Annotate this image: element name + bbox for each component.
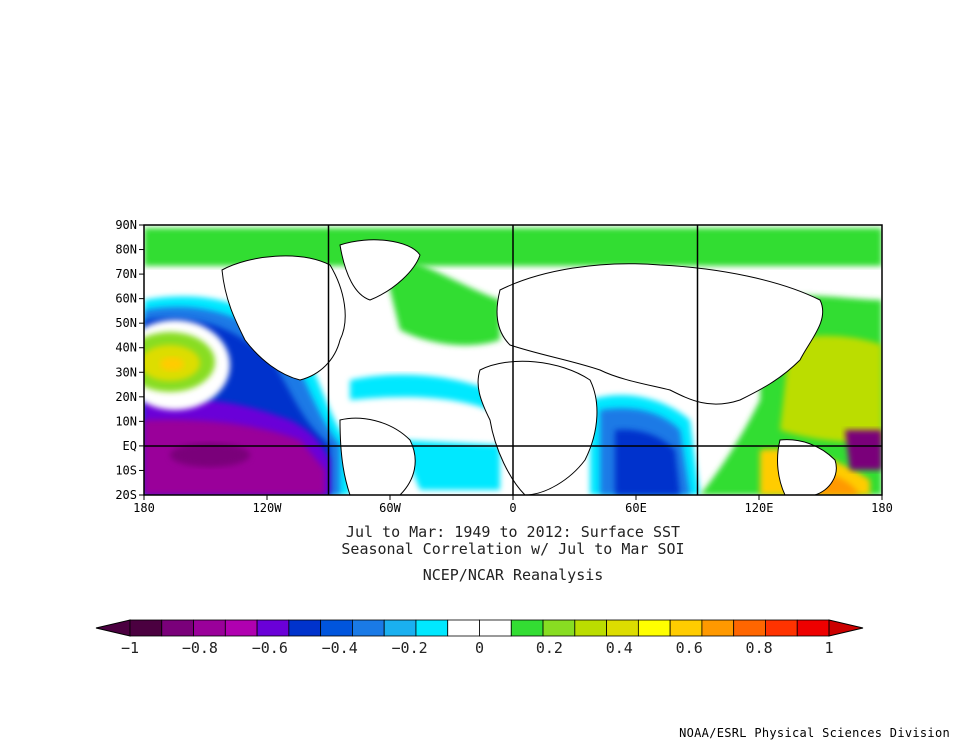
- colorbar-swatch: [256, 619, 290, 637]
- contour-satl-neg: [400, 440, 500, 490]
- maritime-continent-landmass: [777, 439, 837, 495]
- africa-landmass: [477, 360, 598, 495]
- lon-tick-label: 0: [509, 501, 516, 515]
- colorbar-swatch: [733, 619, 766, 637]
- contour-natl-pos: [380, 250, 500, 346]
- colorbar-under-arrow: [95, 619, 131, 637]
- colorbar-tick-label: −0.6: [252, 639, 288, 657]
- lat-tick-label: 20S: [115, 488, 137, 502]
- colorbar-swatch: [669, 619, 703, 637]
- colorbar-swatch: [637, 619, 671, 637]
- lat-tick-label: 40N: [115, 341, 137, 355]
- greenland-landmass: [339, 239, 421, 301]
- lat-tick-label: 10S: [115, 463, 137, 477]
- correlation-field: [144, 228, 882, 495]
- contour-pos-0.6: [160, 357, 184, 371]
- colorbar-swatch: [161, 619, 194, 637]
- colorbar-tick-label: 0.2: [536, 639, 563, 657]
- colorbar-swatch: [288, 619, 322, 637]
- lat-tick-label: 90N: [115, 218, 137, 232]
- colorbar-swatch: [415, 619, 449, 637]
- longitude-axis: 180 120W 60W 0 60E 120E 180: [133, 495, 893, 515]
- colorbar-tick-label: −0.2: [392, 639, 428, 657]
- colorbar-swatch: [447, 619, 480, 637]
- lat-tick-label: 50N: [115, 316, 137, 330]
- lon-tick-label: 120E: [745, 501, 774, 515]
- colorbar-swatch: [510, 619, 544, 637]
- map-panel: [143, 224, 883, 496]
- colorbar-tick-label: 0.6: [676, 639, 703, 657]
- colorbar-swatch: [193, 619, 226, 637]
- contour-atl-neg: [350, 374, 490, 410]
- colorbar-tick-label: 0.4: [606, 639, 633, 657]
- contour-neg-0.8: [170, 443, 250, 467]
- lat-tick-label: EQ: [123, 439, 137, 453]
- colorbar-tick-label: −0.8: [182, 639, 218, 657]
- lon-tick-label: 60W: [379, 501, 401, 515]
- lat-tick-label: 20N: [115, 390, 137, 404]
- lat-tick-label: 30N: [115, 365, 137, 379]
- colorbar-swatch: [320, 619, 353, 637]
- chart-subtitle: NCEP/NCAR Reanalysis: [423, 566, 604, 584]
- contour-dateline-neg: [845, 430, 882, 470]
- colorbar-swatch: [542, 619, 576, 637]
- colorbar-tick-labels: −1 −0.8 −0.6 −0.4 −0.2 0 0.2 0.4 0.6 0.8 1: [121, 639, 834, 657]
- chart-title-line1: Jul to Mar: 1949 to 2012: Surface SST: [346, 523, 680, 541]
- colorbar: [95, 619, 864, 637]
- colorbar-swatch: [765, 619, 798, 637]
- colorbar-tick-label: 0.8: [746, 639, 773, 657]
- lat-tick-label: 70N: [115, 267, 137, 281]
- colorbar-swatch: [796, 619, 830, 637]
- chart-title-line2: Seasonal Correlation w/ Jul to Mar SOI: [341, 540, 684, 558]
- colorbar-swatch: [701, 619, 735, 637]
- colorbar-swatch: [479, 619, 512, 637]
- colorbar-swatch: [352, 619, 385, 637]
- lat-tick-label: 10N: [115, 414, 137, 428]
- lat-tick-label: 80N: [115, 243, 137, 257]
- colorbar-swatch: [574, 619, 607, 637]
- colorbar-tick-label: 1: [824, 639, 833, 657]
- credit-text: NOAA/ESRL Physical Sciences Division: [679, 726, 950, 740]
- south-america-landmass: [339, 417, 416, 495]
- colorbar-swatch: [224, 619, 258, 637]
- colorbar-swatch: [129, 619, 163, 637]
- colorbar-tick-label: −0.4: [322, 639, 358, 657]
- eurasia-landmass: [496, 263, 824, 405]
- lon-tick-label: 180: [133, 501, 155, 515]
- colorbar-tick-label: 0: [475, 639, 484, 657]
- colorbar-swatch: [606, 619, 639, 637]
- colorbar-over-arrow: [828, 619, 864, 637]
- lon-tick-label: 180: [871, 501, 893, 515]
- colorbar-tick-label: −1: [121, 639, 139, 657]
- lon-tick-label: 120W: [253, 501, 283, 515]
- colorbar-swatch: [383, 619, 417, 637]
- contour-wpac-pos-0.4: [780, 335, 882, 442]
- lat-tick-label: 60N: [115, 292, 137, 306]
- latitude-axis: 90N 80N 70N 60N 50N 40N 30N 20N 10N EQ 10S 20S: [115, 218, 144, 502]
- lon-tick-label: 60E: [625, 501, 647, 515]
- north-america-landmass: [221, 255, 346, 381]
